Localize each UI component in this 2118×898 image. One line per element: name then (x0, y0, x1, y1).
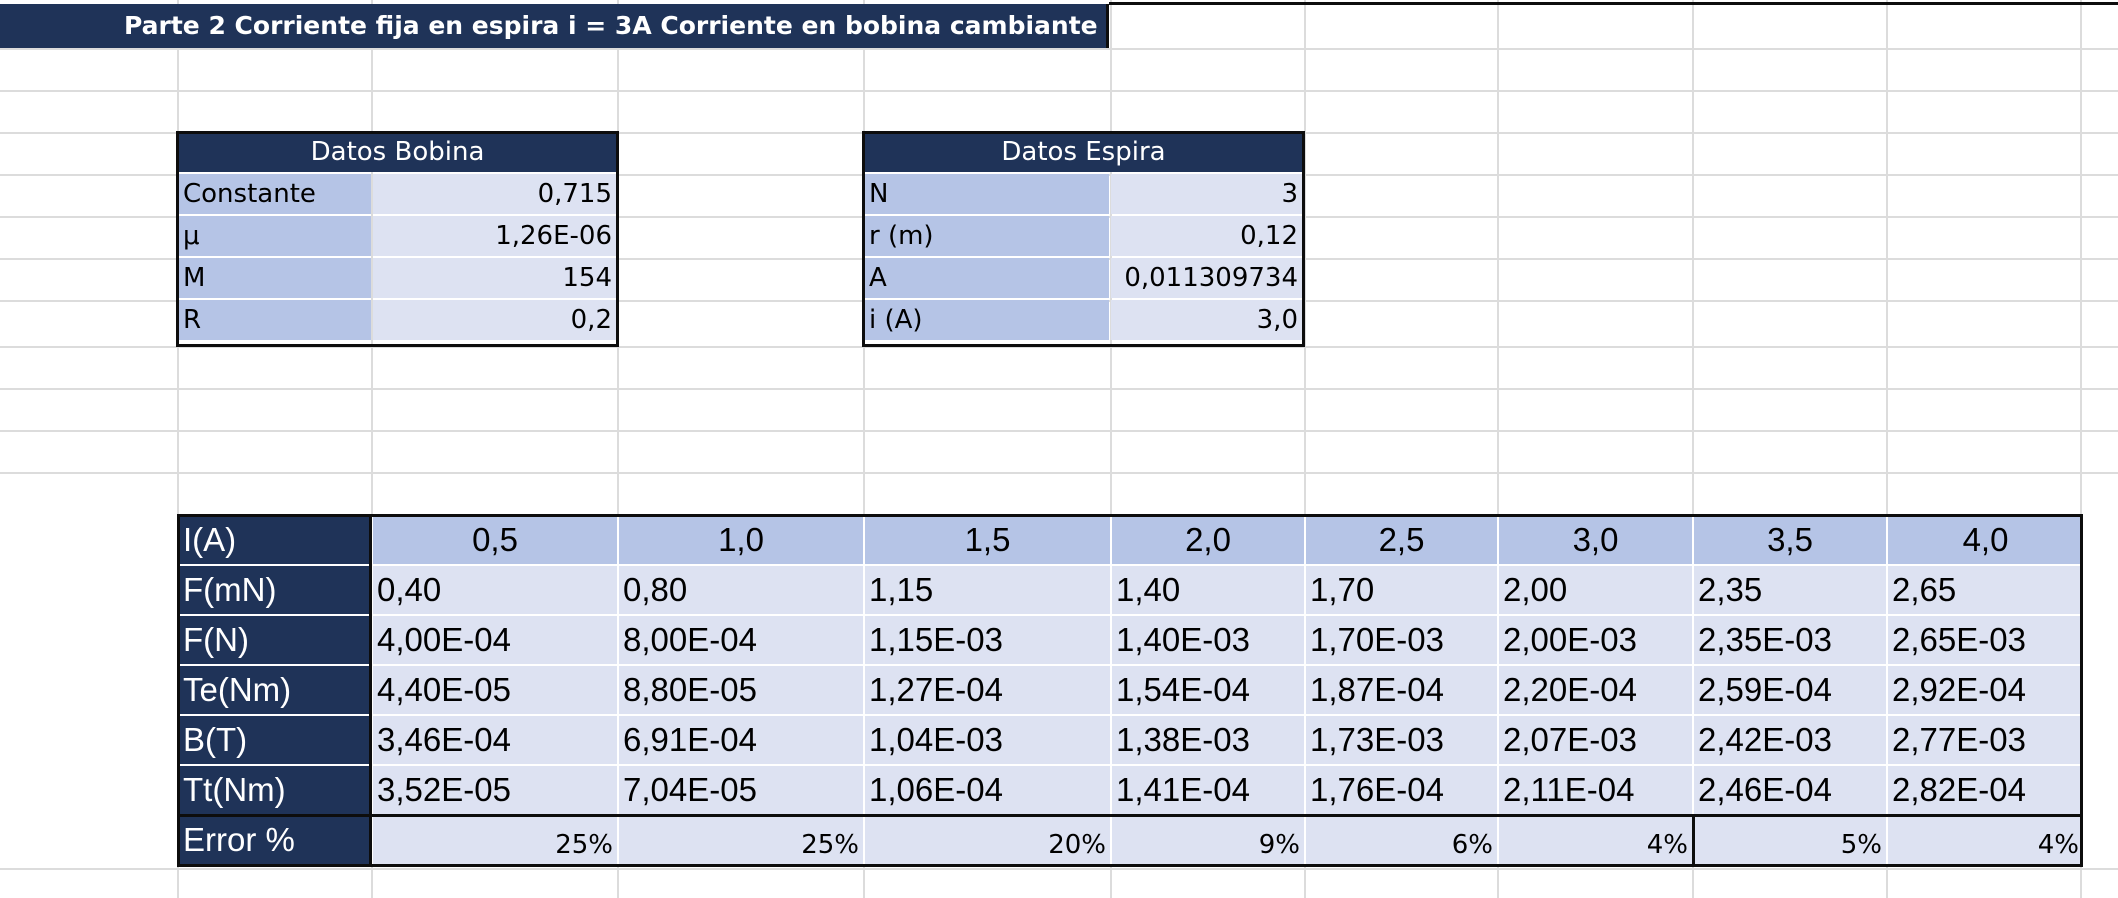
cell-f-mn-3[interactable]: 1,15 (863, 564, 1112, 616)
error-row-top-border (177, 814, 2083, 817)
cell-f-mn-8[interactable]: 2,65 (1886, 564, 2085, 616)
cell-i-a-8[interactable]: 4,0 (1886, 514, 2085, 566)
cell-f-mn-5[interactable]: 1,70 (1304, 564, 1499, 616)
cell-error-pct-2[interactable]: 25% (617, 814, 865, 866)
cell-te-nm-2[interactable]: 8,80E-05 (617, 664, 865, 716)
cell-f-mn-2[interactable]: 0,80 (617, 564, 865, 616)
cell-tt-nm-1[interactable]: 3,52E-05 (371, 764, 619, 816)
cell-f-n-6[interactable]: 2,00E-03 (1497, 614, 1694, 666)
cell-tt-nm-4[interactable]: 1,41E-04 (1110, 764, 1306, 816)
cell-f-n-4[interactable]: 1,40E-03 (1110, 614, 1306, 666)
row-label-te-nm[interactable]: Te(Nm) (177, 664, 373, 716)
bobina-value-constante[interactable]: 0,715 (373, 174, 618, 214)
table-row: Error % 25% 25% 20% 9% 6% 4% 5% 4% (177, 814, 2085, 866)
cell-error-pct-7[interactable]: 5% (1692, 814, 1888, 866)
cell-error-pct-4[interactable]: 9% (1110, 814, 1306, 866)
cell-error-pct-1[interactable]: 25% (371, 814, 619, 866)
datos-espira-header[interactable]: Datos Espira (863, 132, 1304, 172)
espira-value-i[interactable]: 3,0 (1111, 300, 1304, 340)
cell-tt-nm-3[interactable]: 1,06E-04 (863, 764, 1112, 816)
results-table: I(A) 0,5 1,0 1,5 2,0 2,5 3,0 3,5 4,0 F(mN) 0,40 0,8… (177, 514, 2085, 866)
bobina-value-r[interactable]: 0,2 (373, 300, 618, 340)
row-label-i-a[interactable]: I(A) (177, 514, 373, 566)
bobina-value-mu[interactable]: 1,26E-06 (373, 216, 618, 256)
espira-label-i[interactable]: i (A) (863, 300, 1109, 340)
bobina-label-m[interactable]: M (177, 258, 371, 298)
espira-label-n[interactable]: N (863, 174, 1109, 214)
cell-b-t-3[interactable]: 1,04E-03 (863, 714, 1112, 766)
cell-i-a-6[interactable]: 3,0 (1497, 514, 1694, 566)
cell-te-nm-6[interactable]: 2,20E-04 (1497, 664, 1694, 716)
espira-label-a[interactable]: A (863, 258, 1109, 298)
espira-value-n[interactable]: 3 (1111, 174, 1304, 214)
cell-f-mn-7[interactable]: 2,35 (1692, 564, 1888, 616)
bobina-label-mu[interactable]: μ (177, 216, 371, 256)
bobina-value-m[interactable]: 154 (373, 258, 618, 298)
cell-f-n-3[interactable]: 1,15E-03 (863, 614, 1112, 666)
table-row: F(N) 4,00E-04 8,00E-04 1,15E-03 1,40E-03 1,70… (177, 614, 2085, 666)
cell-f-n-2[interactable]: 8,00E-04 (617, 614, 865, 666)
table-row: F(mN) 0,40 0,80 1,15 1,40 1,70 2,00 2,35 2,65 (177, 564, 2085, 616)
cell-f-mn-1[interactable]: 0,40 (371, 564, 619, 616)
cell-f-mn-6[interactable]: 2,00 (1497, 564, 1694, 616)
cell-f-n-5[interactable]: 1,70E-03 (1304, 614, 1499, 666)
row-label-b-t[interactable]: B(T) (177, 714, 373, 766)
cell-b-t-6[interactable]: 2,07E-03 (1497, 714, 1694, 766)
cell-i-a-5[interactable]: 2,5 (1304, 514, 1499, 566)
cell-i-a-3[interactable]: 1,5 (863, 514, 1112, 566)
row-label-tt-nm[interactable]: Tt(Nm) (177, 764, 373, 816)
cell-tt-nm-7[interactable]: 2,46E-04 (1692, 764, 1888, 816)
cell-b-t-7[interactable]: 2,42E-03 (1692, 714, 1888, 766)
cell-te-nm-5[interactable]: 1,87E-04 (1304, 664, 1499, 716)
table-row: Te(Nm) 4,40E-05 8,80E-05 1,27E-04 1,54E-04 1,… (177, 664, 2085, 716)
table-row: Tt(Nm) 3,52E-05 7,04E-05 1,06E-04 1,41E-04 1,… (177, 764, 2085, 816)
row-label-error-pct[interactable]: Error % (177, 814, 373, 866)
espira-value-r[interactable]: 0,12 (1111, 216, 1304, 256)
cell-b-t-2[interactable]: 6,91E-04 (617, 714, 865, 766)
cell-te-nm-7[interactable]: 2,59E-04 (1692, 664, 1888, 716)
cell-b-t-4[interactable]: 1,38E-03 (1110, 714, 1306, 766)
cell-tt-nm-6[interactable]: 2,11E-04 (1497, 764, 1694, 816)
cell-te-nm-1[interactable]: 4,40E-05 (371, 664, 619, 716)
sheet-title[interactable]: Parte 2 Corriente fija en espira i = 3A … (0, 4, 1109, 48)
bobina-label-r[interactable]: R (177, 300, 371, 340)
espira-label-r[interactable]: r (m) (863, 216, 1109, 256)
cell-i-a-7[interactable]: 3,5 (1692, 514, 1888, 566)
cell-f-n-7[interactable]: 2,35E-03 (1692, 614, 1888, 666)
cell-te-nm-8[interactable]: 2,92E-04 (1886, 664, 2085, 716)
bobina-label-constante[interactable]: Constante (177, 174, 371, 214)
espira-value-a[interactable]: 0,011309734 (1111, 258, 1304, 298)
datos-bobina-header[interactable]: Datos Bobina (177, 132, 618, 172)
cell-tt-nm-5[interactable]: 1,76E-04 (1304, 764, 1499, 816)
row-label-f-mn[interactable]: F(mN) (177, 564, 373, 616)
cell-tt-nm-2[interactable]: 7,04E-05 (617, 764, 865, 816)
cell-error-pct-8[interactable]: 4% (1886, 814, 2085, 866)
cell-te-nm-4[interactable]: 1,54E-04 (1110, 664, 1306, 716)
cell-tt-nm-8[interactable]: 2,82E-04 (1886, 764, 2085, 816)
cell-f-mn-4[interactable]: 1,40 (1110, 564, 1306, 616)
cell-f-n-1[interactable]: 4,00E-04 (371, 614, 619, 666)
cell-error-pct-3[interactable]: 20% (863, 814, 1112, 866)
cell-i-a-2[interactable]: 1,0 (617, 514, 865, 566)
cell-b-t-8[interactable]: 2,77E-03 (1886, 714, 2085, 766)
cell-f-n-8[interactable]: 2,65E-03 (1886, 614, 2085, 666)
table-row: B(T) 3,46E-04 6,91E-04 1,04E-03 1,38E-03 1,73… (177, 714, 2085, 766)
cell-i-a-4[interactable]: 2,0 (1110, 514, 1306, 566)
row-label-f-n[interactable]: F(N) (177, 614, 373, 666)
table-row: I(A) 0,5 1,0 1,5 2,0 2,5 3,0 3,5 4,0 (177, 514, 2085, 566)
row-header-column-border (369, 514, 372, 867)
cell-b-t-1[interactable]: 3,46E-04 (371, 714, 619, 766)
cell-i-a-1[interactable]: 0,5 (371, 514, 619, 566)
cell-b-t-5[interactable]: 1,73E-03 (1304, 714, 1499, 766)
cell-te-nm-3[interactable]: 1,27E-04 (863, 664, 1112, 716)
error-row-divider (1692, 814, 1695, 867)
cell-error-pct-6[interactable]: 4% (1497, 814, 1694, 866)
top-border (1109, 2, 2118, 5)
cell-error-pct-5[interactable]: 6% (1304, 814, 1499, 866)
